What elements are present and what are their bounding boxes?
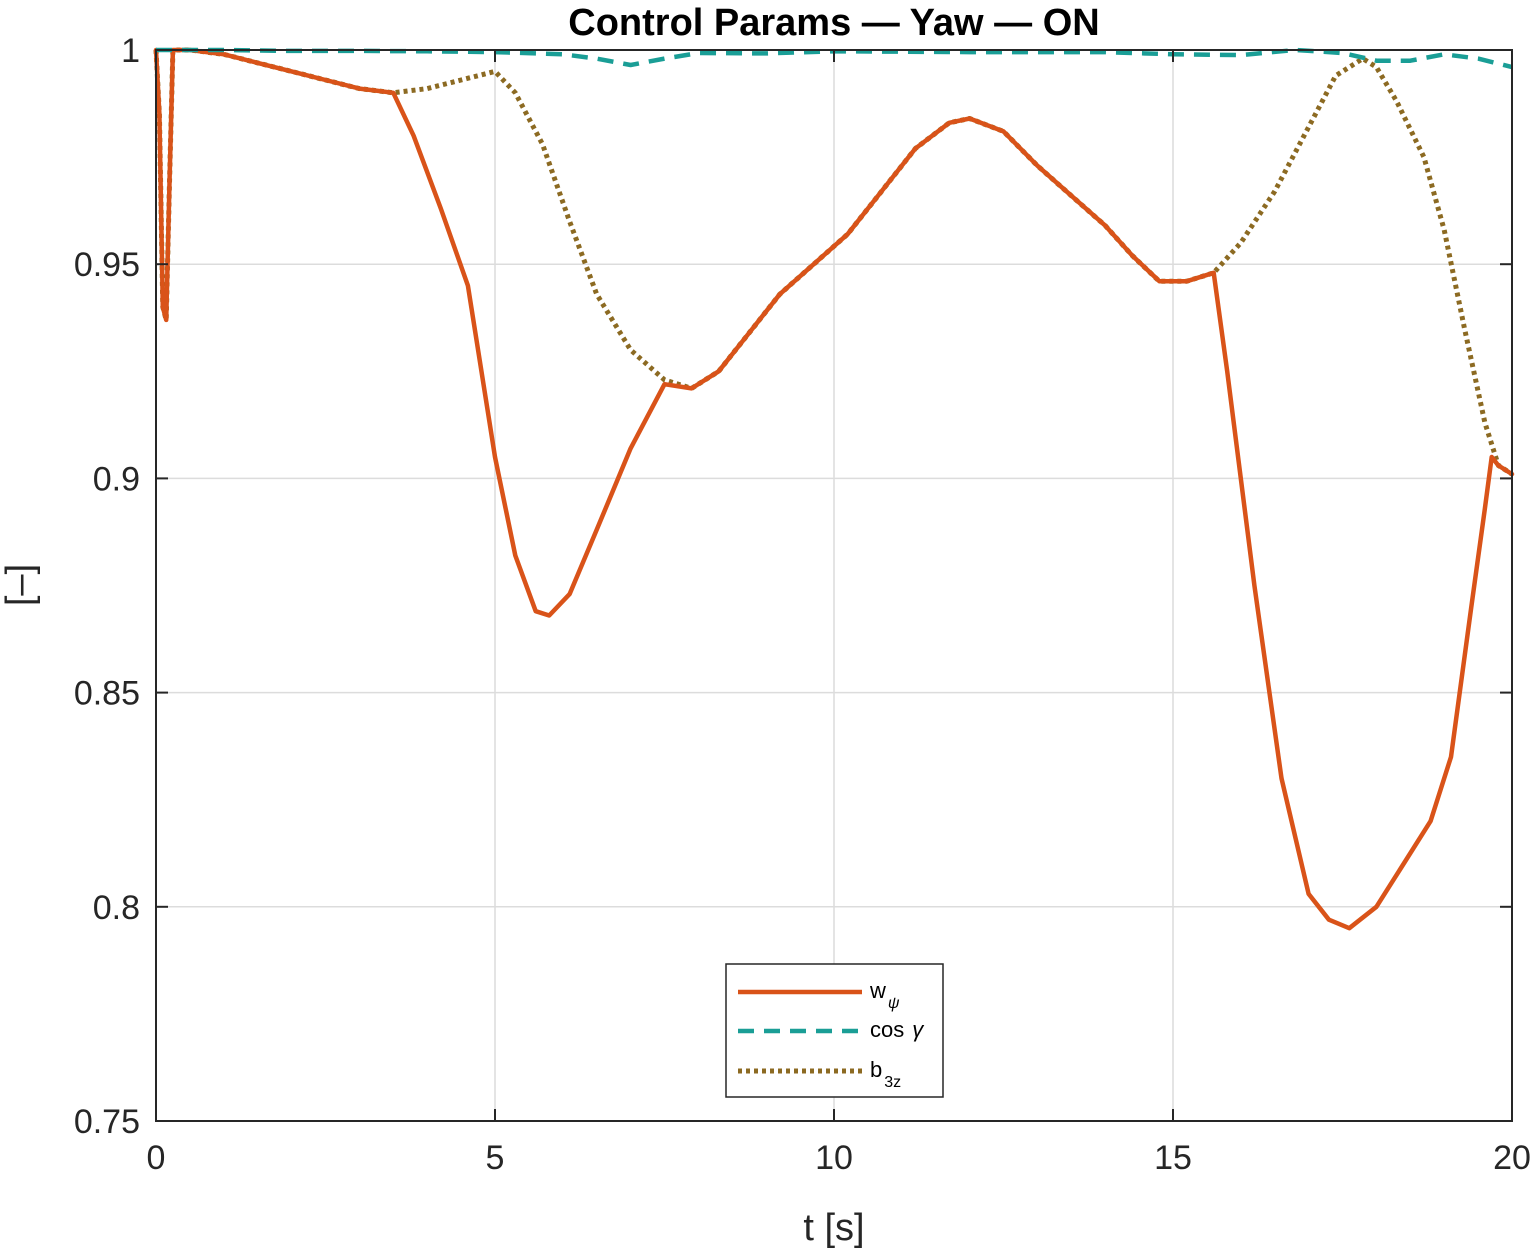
series-layer (153, 47, 1515, 931)
chart-title: Control Params — Yaw — ON (568, 2, 1099, 44)
y-axis-label: [–] (0, 564, 41, 606)
x-tick-label: 15 (1154, 1139, 1192, 1177)
x-axis-label: t [s] (803, 1207, 864, 1249)
tick-marks (155, 49, 1513, 1122)
y-tick-label: 0.75 (74, 1103, 140, 1141)
tick-labels: 0 5 10 15 20 0.75 0.8 0.85 0.9 0.95 1 (74, 32, 1531, 1177)
y-tick-label: 0.9 (93, 460, 140, 498)
x-tick-label: 20 (1493, 1139, 1531, 1177)
y-tick-label: 0.8 (93, 889, 140, 927)
y-tick-label: 1 (121, 32, 140, 70)
x-tick-label: 5 (486, 1139, 505, 1177)
legend-label: cos γ (870, 1017, 925, 1042)
x-tick-label: 10 (815, 1139, 853, 1177)
series-line-w (153, 47, 1515, 931)
y-tick-label: 0.95 (74, 246, 140, 284)
x-tick-label: 0 (147, 1139, 166, 1177)
y-tick-label: 0.85 (74, 675, 140, 713)
series-line-cos (156, 47, 1513, 70)
